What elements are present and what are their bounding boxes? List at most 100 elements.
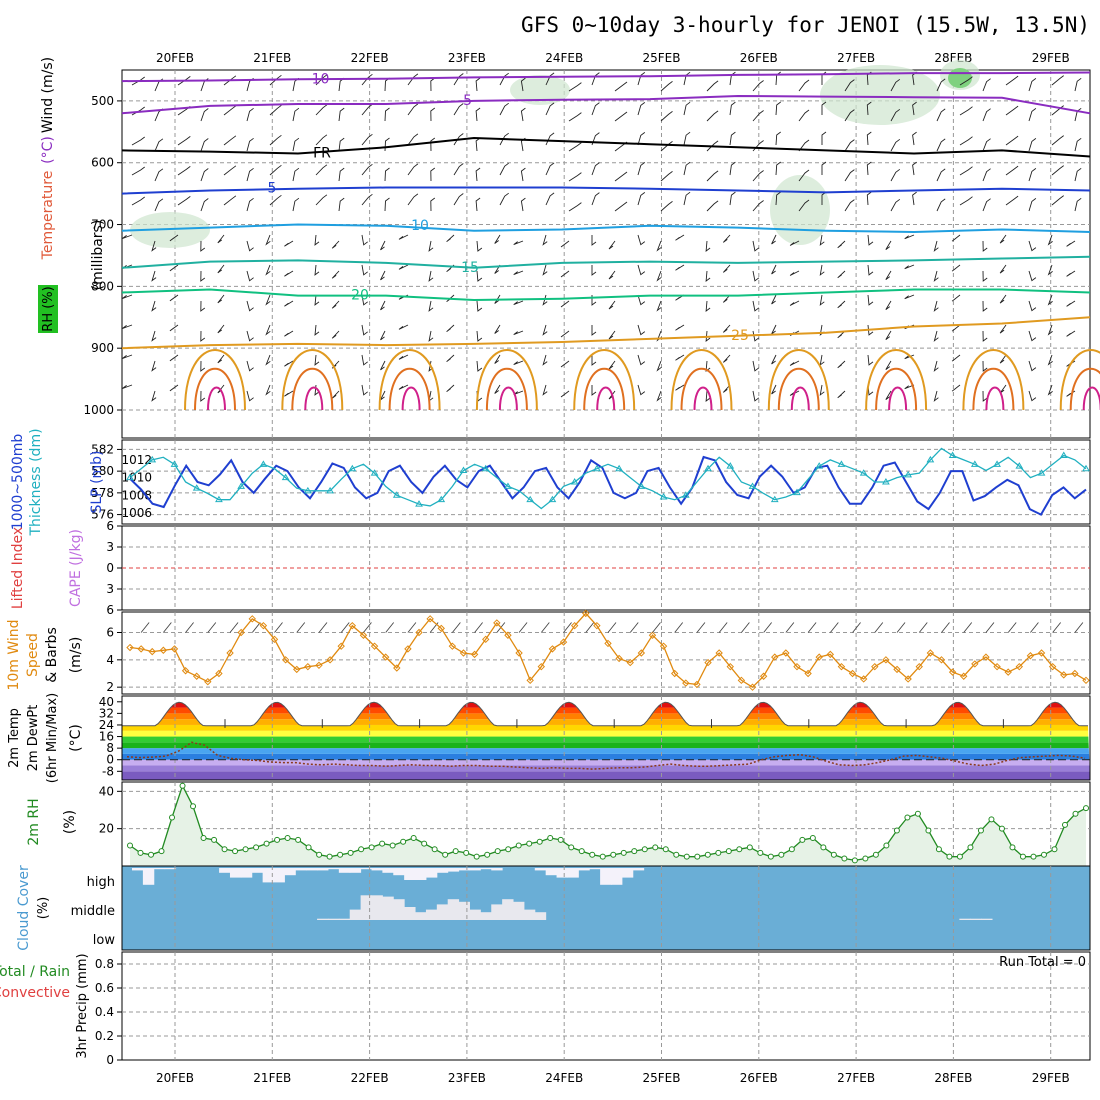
wind-barb — [475, 167, 481, 182]
thickness-tick-label: 578 — [91, 486, 114, 500]
lifted-index-tick-label: 6 — [106, 603, 114, 617]
wind-barb — [428, 330, 434, 342]
wind-barb — [520, 107, 526, 122]
rh-legend-swatch — [38, 285, 58, 333]
wind-barb — [380, 330, 386, 341]
wind-speed-point — [737, 676, 746, 685]
wind-barb — [269, 194, 282, 206]
rh-point — [778, 851, 785, 858]
rh-point — [463, 849, 470, 856]
wind-barb — [122, 324, 133, 329]
wind-barb — [560, 360, 570, 368]
wind-barb — [430, 107, 436, 122]
wind-barb — [591, 192, 600, 206]
wind-barb — [752, 270, 760, 282]
surface-wind-barb — [696, 622, 706, 633]
bottom-date-axis: 20FEB 21FEB 22FEB 23FEB 24FEB 25FEB 26FEB 27FEB… — [156, 1071, 1070, 1085]
wind-barb — [513, 330, 524, 336]
wind-10m-frame — [121, 611, 1091, 695]
wind-barb — [1028, 300, 1037, 312]
wind-barb — [430, 197, 436, 212]
isotherm-loop — [388, 367, 431, 411]
rh-point — [473, 853, 480, 860]
isotherm-loop — [1069, 367, 1100, 411]
isotherm-loop — [475, 349, 538, 411]
precip-tick-label: 0 — [106, 1053, 114, 1067]
surface-wind-barb — [1030, 622, 1039, 633]
rh-point — [820, 844, 827, 851]
top-date-axis: 20FEB 21FEB 22FEB 23FEB 24FEB 25FEB 26FEB 27FEB… — [156, 51, 1070, 65]
wind-barb — [885, 360, 892, 370]
wind-speed-point — [670, 669, 679, 678]
wind-barb — [775, 131, 781, 146]
cloud-clear-middle — [458, 901, 470, 920]
surface-wind-barb — [140, 622, 150, 633]
wind-barb — [904, 294, 915, 300]
wind-barb — [1047, 294, 1053, 306]
wind-barb — [683, 71, 691, 86]
wind-label: Wind (m/s) — [40, 57, 56, 133]
rh-point — [1019, 853, 1026, 860]
isotherm-loop — [1059, 349, 1100, 411]
wind-barb — [591, 265, 597, 276]
rh-point — [641, 846, 648, 853]
wind-barb — [177, 76, 191, 86]
wind-barb — [866, 131, 872, 146]
wind-barb — [560, 300, 570, 308]
wind-barb — [821, 131, 827, 145]
wind-barb — [200, 138, 209, 152]
wind-barb — [959, 76, 973, 86]
wind-barb — [591, 235, 597, 246]
rh-point — [358, 846, 365, 853]
wind-barb — [982, 198, 991, 212]
thickness-unit-label: Thickness (dm) — [28, 428, 44, 536]
wind-speed-point — [837, 662, 846, 671]
wind-speed-point — [170, 645, 179, 653]
rh-point — [893, 827, 900, 834]
wind-barb — [407, 193, 419, 206]
wind-barb — [520, 77, 526, 92]
thickness-tick-label: 580 — [91, 464, 114, 478]
pressure-tick-label: 700 — [91, 218, 114, 232]
wind-speed-point — [304, 662, 312, 671]
surface-wind-barb — [1052, 622, 1062, 633]
wind-barb — [338, 167, 345, 182]
wind-barb — [890, 108, 901, 122]
thickness-line — [129, 455, 1087, 516]
wind-barb — [542, 234, 548, 246]
temp-band — [122, 742, 1090, 749]
wind-barb — [705, 360, 711, 372]
wind-barb — [131, 196, 145, 206]
isotherm-line — [121, 94, 1091, 115]
wind-barb — [361, 234, 368, 246]
bottom-date-label: 22FEB — [351, 1071, 389, 1085]
rh-point — [337, 851, 344, 858]
wind-barb — [729, 191, 736, 206]
wind-speed-point — [615, 654, 623, 663]
minmax-label: (6hr Min/Max) — [45, 693, 60, 783]
surface-wind-barb — [296, 622, 306, 633]
wind-barb — [542, 384, 548, 396]
wind-speed-point — [326, 656, 334, 664]
wind-speed-point — [493, 619, 501, 627]
temp-band — [122, 730, 1090, 737]
wind-barb — [407, 73, 419, 86]
rh-shading — [510, 75, 570, 105]
wind-barb — [637, 354, 646, 366]
cape-label: CAPE (J/kg) — [68, 529, 84, 607]
slp-point — [437, 495, 446, 503]
cloud-clear-high — [240, 868, 253, 878]
wind-barb — [269, 104, 282, 116]
rh-point — [988, 816, 995, 823]
cloud-clear-high — [589, 868, 601, 870]
wind-barb — [999, 294, 1007, 304]
wind-barb — [866, 161, 872, 176]
temp-band — [122, 748, 1090, 754]
wind-barb — [131, 106, 145, 116]
wind-barb — [499, 102, 509, 116]
precip-frame — [121, 951, 1091, 1061]
wind-barb — [265, 354, 271, 366]
isotherm-label: 10 — [411, 218, 429, 234]
rh-point — [127, 842, 133, 849]
